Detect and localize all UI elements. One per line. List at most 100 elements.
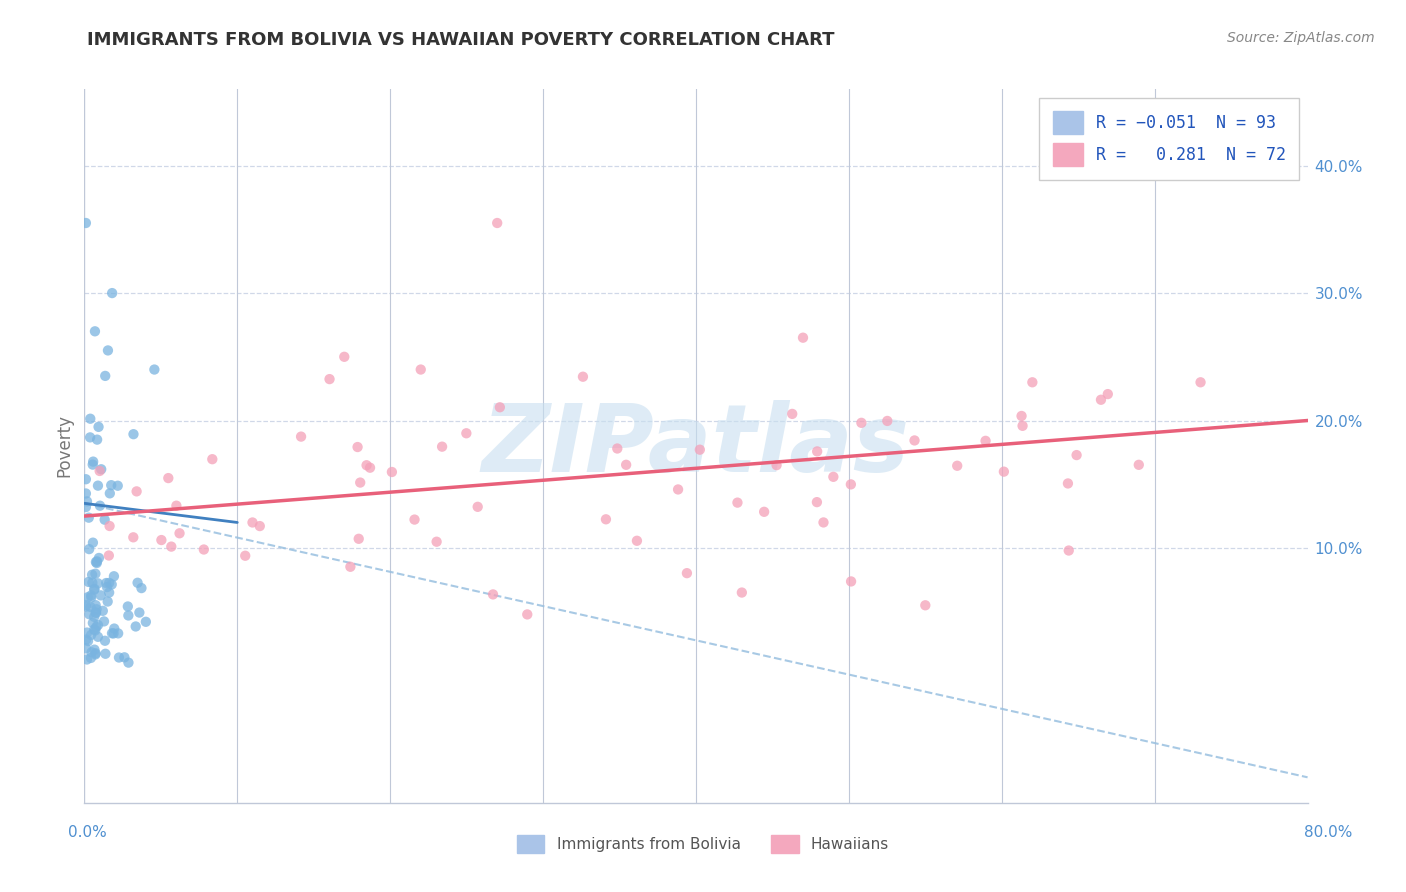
Point [83,642,105,657]
Point [946,458,969,473]
Point [82,535,104,549]
Point [1128,458,1150,472]
Point [233,549,256,563]
Point [82,454,104,468]
Text: IMMIGRANTS FROM BOLIVIA VS HAWAIIAN POVERTY CORRELATION CHART: IMMIGRANTS FROM BOLIVIA VS HAWAIIAN POVE… [87,31,835,49]
Point [806,495,828,509]
Point [75,641,97,656]
Point [98,519,121,533]
Point [87,630,110,644]
Point [79,411,101,425]
Point [83,582,105,597]
Point [112,650,135,665]
Text: Source: ZipAtlas.com: Source: ZipAtlas.com [1227,31,1375,45]
Text: 0.0%: 0.0% [67,825,107,839]
Point [77,574,100,589]
Point [83,623,105,637]
Point [75,598,97,612]
Point [117,599,139,614]
Point [1057,543,1080,558]
Point [1021,376,1043,390]
Point [676,566,699,581]
Point [76,591,98,605]
Point [75,599,97,614]
Point [82,575,104,590]
Point [97,594,120,608]
Point [356,458,378,473]
Point [572,369,595,384]
Point [752,505,775,519]
Point [76,652,98,666]
Point [87,478,110,492]
Point [813,516,835,530]
Point [347,532,370,546]
Point [125,619,148,633]
Point [98,575,121,590]
Point [409,362,432,376]
Point [75,500,97,514]
Point [516,607,538,622]
Point [914,599,936,613]
Point [83,610,105,624]
Point [84,566,107,581]
Point [80,591,103,605]
Point [404,512,426,526]
Point [456,426,478,441]
Point [290,429,312,443]
Point [83,582,105,596]
Point [75,472,97,486]
Point [82,615,104,630]
Point [242,516,264,530]
Point [157,471,180,485]
Point [1189,376,1212,390]
Point [117,608,139,623]
Point [122,530,145,544]
Point [823,470,845,484]
Point [80,567,103,582]
Point [876,414,898,428]
Point [150,533,173,547]
Legend: Immigrants from Bolivia, Hawaiians: Immigrants from Bolivia, Hawaiians [510,829,896,859]
Point [98,585,121,599]
Point [727,495,749,509]
Point [626,533,648,548]
Point [974,434,997,448]
Point [84,598,107,612]
Point [201,452,224,467]
Point [76,625,98,640]
Point [426,534,449,549]
Point [98,486,121,500]
Text: 80.0%: 80.0% [1305,825,1353,839]
Point [806,444,828,458]
Point [89,499,111,513]
Point [993,465,1015,479]
Point [339,559,361,574]
Point [80,645,103,659]
Point [103,626,125,640]
Point [87,551,110,566]
Point [731,585,754,599]
Point [77,542,100,557]
Point [839,574,862,589]
Point [349,475,371,490]
Point [792,331,814,345]
Point [82,458,104,472]
Point [165,499,187,513]
Y-axis label: Poverty: Poverty [55,415,73,477]
Point [93,615,115,629]
Point [97,343,120,358]
Point [489,401,512,415]
Point [689,442,711,457]
Point [84,606,107,620]
Point [765,458,787,472]
Point [90,462,112,476]
Point [117,656,139,670]
Point [84,646,107,660]
Point [94,647,117,661]
Point [346,440,368,454]
Point [86,433,108,447]
Point [91,604,114,618]
Point [76,494,98,508]
Point [100,577,122,591]
Point [128,606,150,620]
